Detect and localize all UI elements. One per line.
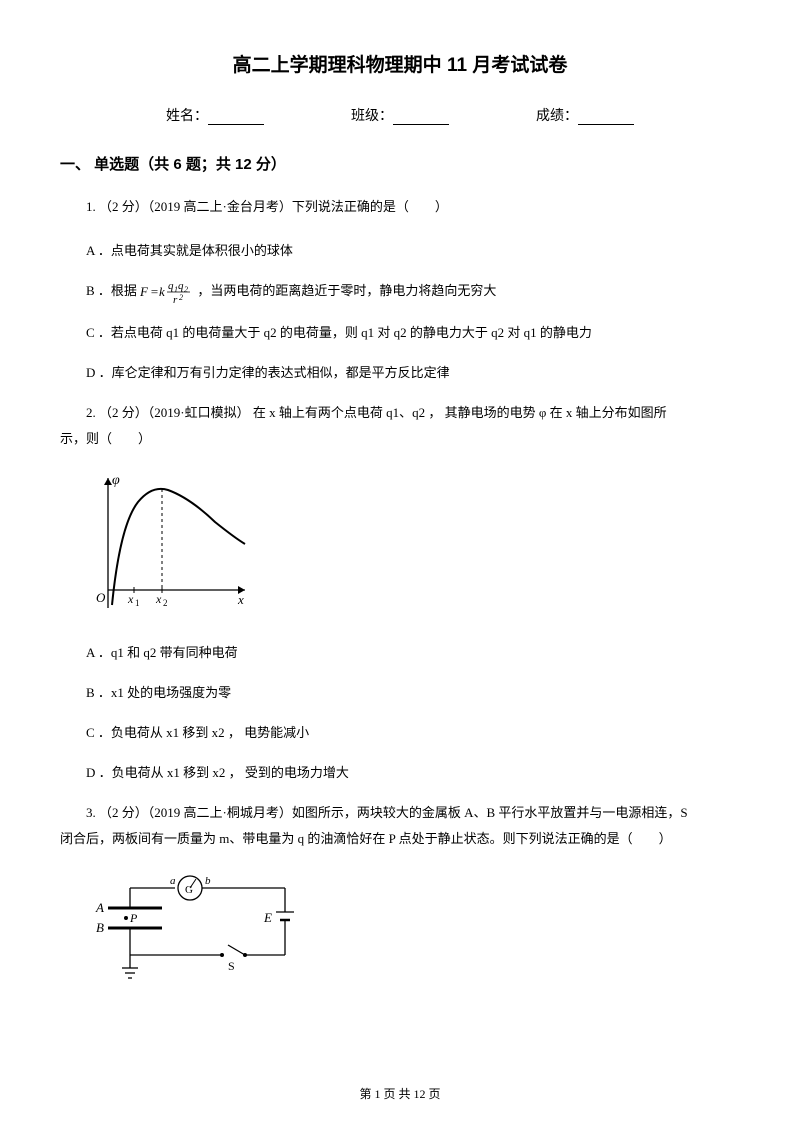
q3-circuit: G a b E S <box>90 870 740 995</box>
q2-option-b: B ．x1 处的电场强度为零 <box>60 680 740 706</box>
exam-title: 高二上学期理科物理期中 11 月考试试卷 <box>60 50 740 77</box>
q2-stem-line2: 示，则（ ） <box>60 426 740 452</box>
q2-option-c: C ．负电荷从 x1 移到 x2 ， 电势能减小 <box>60 720 740 746</box>
class-blank[interactable] <box>393 109 449 125</box>
svg-text:E: E <box>263 910 272 925</box>
score-label: 成绩： <box>536 105 578 125</box>
question-1: 1. （2 分）（2019 高二上·金台月考）下列说法正确的是（ ） A ．点电… <box>60 194 740 386</box>
svg-text:2: 2 <box>179 293 183 302</box>
q1-option-a: A ．点电荷其实就是体积很小的球体 <box>60 238 740 264</box>
q2-option-d: D ．负电荷从 x1 移到 x2 ， 受到的电场力增大 <box>60 760 740 786</box>
circuit-diagram-svg: G a b E S <box>90 870 310 990</box>
svg-text:F: F <box>140 284 149 299</box>
svg-text:B: B <box>96 920 104 935</box>
svg-text:r: r <box>173 294 178 306</box>
name-blank[interactable] <box>208 109 264 125</box>
svg-text:x: x <box>155 592 162 606</box>
page-footer: 第 1 页 共 12 页 <box>0 1085 800 1102</box>
score-blank[interactable] <box>578 109 634 125</box>
section1-header: 一、 单选题（共 6 题；共 12 分） <box>60 153 740 174</box>
svg-text:x: x <box>237 592 244 607</box>
svg-text:k: k <box>159 284 165 299</box>
svg-text:S: S <box>228 959 235 973</box>
q1b-post: ，当两电荷的距离趋近于零时，静电力将趋向无穷大 <box>194 283 496 298</box>
svg-text:G: G <box>185 884 193 896</box>
q2-stem-line1: 2. （2 分）（2019·虹口模拟） 在 x 轴上有两个点电荷 q1、q2 ，… <box>60 400 740 426</box>
svg-text:a: a <box>170 875 176 887</box>
svg-text:O: O <box>96 590 106 605</box>
potential-graph-svg: φ x O x 1 x 2 <box>90 470 250 615</box>
svg-text:x: x <box>127 592 134 606</box>
class-label: 班级： <box>351 105 393 125</box>
svg-text:φ: φ <box>112 473 120 488</box>
q2-graph: φ x O x 1 x 2 <box>90 470 740 620</box>
q3-stem-line1: 3. （2 分）（2019 高二上·桐城月考）如图所示，两块较大的金属板 A、B… <box>60 800 740 826</box>
name-label: 姓名： <box>166 105 208 125</box>
student-info-row: 姓名： 班级： 成绩： <box>60 105 740 125</box>
question-3: 3. （2 分）（2019 高二上·桐城月考）如图所示，两块较大的金属板 A、B… <box>60 800 740 995</box>
svg-text:2: 2 <box>184 285 188 294</box>
q1-option-c: C ．若点电荷 q1 的电荷量大于 q2 的电荷量，则 q1 对 q2 的静电力… <box>60 320 740 346</box>
q1-stem: 1. （2 分）（2019 高二上·金台月考）下列说法正确的是（ ） <box>60 194 740 220</box>
q1b-pre: B ．根据 <box>86 283 140 298</box>
svg-text:1: 1 <box>135 598 140 608</box>
svg-text:P: P <box>129 911 138 925</box>
svg-text:b: b <box>205 875 211 887</box>
svg-text:2: 2 <box>163 598 168 608</box>
svg-text:=: = <box>150 284 159 299</box>
q3-stem-line2: 闭合后，两板间有一质量为 m、带电量为 q 的油滴恰好在 P 点处于静止状态。则… <box>60 826 740 852</box>
q2-option-a: A ．q1 和 q2 带有同种电荷 <box>60 640 740 666</box>
coulomb-formula: F = k q 1 q 2 r 2 <box>140 278 194 306</box>
svg-text:A: A <box>95 900 104 915</box>
q1-option-b: B ．根据 F = k q 1 q 2 r 2 ，当两电荷的距离趋近于零时，静电… <box>60 278 740 306</box>
question-2: 2. （2 分）（2019·虹口模拟） 在 x 轴上有两个点电荷 q1、q2 ，… <box>60 400 740 786</box>
q1-option-d: D ．库仑定律和万有引力定律的表达式相似，都是平方反比定律 <box>60 360 740 386</box>
